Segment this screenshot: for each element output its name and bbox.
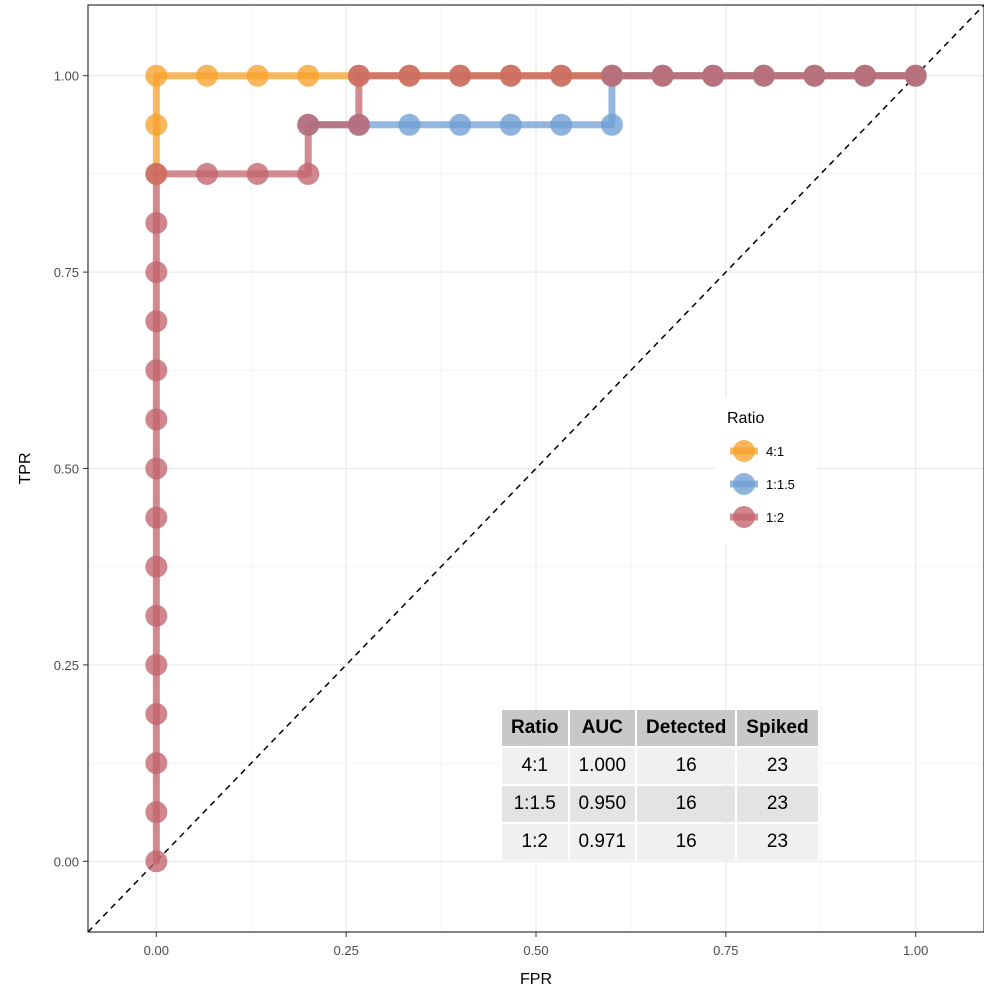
y-tick-label: 0.00 (54, 854, 79, 869)
x-tick-label: 0.25 (334, 943, 359, 958)
x-tick-label: 0.50 (523, 943, 548, 958)
series-point-2 (145, 555, 168, 578)
series-point-2 (145, 162, 168, 185)
series-point-2 (752, 64, 775, 87)
series-point-2 (145, 212, 168, 235)
series-point-1 (499, 113, 522, 136)
legend-label: 1:2 (766, 510, 784, 525)
series-point-0 (246, 64, 269, 87)
diagonal-reference-line (87, 4, 984, 933)
x-tick-label: 0.00 (144, 943, 169, 958)
y-axis-title: TPR (17, 453, 34, 485)
cell-spiked: 23 (737, 824, 818, 860)
series-point-2 (145, 310, 168, 333)
series-point-2 (145, 702, 168, 725)
x-tick-label: 0.75 (713, 943, 738, 958)
series-point-2 (904, 64, 927, 87)
series-point-2 (347, 64, 370, 87)
header-spiked: Spiked (737, 710, 818, 746)
axis-ticks: 0.00 0.25 0.50 0.75 1.00 0.00 0.25 0.50 0.75 1.00 (54, 69, 929, 958)
cell-auc: 0.950 (569, 786, 636, 822)
series-point-2 (145, 359, 168, 382)
cell-spiked: 23 (737, 786, 818, 822)
header-detected: Detected (637, 710, 736, 746)
x-axis-title: FPR (520, 971, 552, 988)
series-point-2 (145, 653, 168, 676)
legend-keys: 4:1 1:1.5 1:2 (730, 440, 795, 528)
series-point-2 (246, 162, 269, 185)
cell-detected: 16 (637, 786, 736, 822)
diagonal-line (87, 4, 984, 933)
table-row: 1:1.5 0.950 16 23 (502, 786, 818, 822)
series-point-2 (347, 113, 370, 136)
cell-detected: 16 (637, 748, 736, 784)
series-point-2 (145, 506, 168, 529)
series-point-2 (145, 604, 168, 627)
cell-auc: 0.971 (569, 824, 636, 860)
y-tick-label: 0.50 (54, 462, 79, 477)
table-row: 1:2 0.971 16 23 (502, 824, 818, 860)
series-point-1 (600, 113, 623, 136)
series-point-2 (499, 64, 522, 87)
legend-key-point (733, 440, 755, 462)
cell-detected: 16 (637, 824, 736, 860)
series-point-1 (449, 113, 472, 136)
series-point-1 (550, 113, 573, 136)
series-point-2 (297, 113, 320, 136)
series-point-2 (195, 162, 218, 185)
y-tick-label: 1.00 (54, 69, 79, 84)
series-point-2 (702, 64, 725, 87)
series-point-2 (600, 64, 623, 87)
series-point-2 (297, 162, 320, 185)
series-point-2 (145, 801, 168, 824)
series-points (145, 64, 927, 873)
header-auc: AUC (569, 710, 636, 746)
series-point-2 (145, 752, 168, 775)
table-row: 4:1 1.000 16 23 (502, 748, 818, 784)
series-point-2 (449, 64, 472, 87)
legend-label: 1:1.5 (766, 477, 795, 492)
cell-ratio: 1:2 (502, 824, 568, 860)
series-point-0 (145, 64, 168, 87)
cell-spiked: 23 (737, 748, 818, 784)
legend: Ratio 4:1 1:1.5 1:2 (716, 398, 816, 544)
series-point-0 (297, 64, 320, 87)
y-tick-label: 0.75 (54, 265, 79, 280)
legend-key-point (733, 473, 755, 495)
auc-summary-table: Ratio AUC Detected Spiked 4:1 1.000 16 2… (500, 708, 820, 862)
legend-label: 4:1 (766, 444, 784, 459)
series-point-2 (550, 64, 573, 87)
series-point-1 (398, 113, 421, 136)
series-point-2 (145, 457, 168, 480)
legend-key-point (733, 506, 755, 528)
series-point-0 (145, 113, 168, 136)
series-point-2 (651, 64, 674, 87)
series-point-2 (803, 64, 826, 87)
x-tick-label: 1.00 (903, 943, 928, 958)
series-point-2 (854, 64, 877, 87)
series-point-2 (145, 850, 168, 873)
series-point-2 (145, 261, 168, 284)
table-header-row: Ratio AUC Detected Spiked (502, 710, 818, 746)
y-tick-label: 0.25 (54, 658, 79, 673)
cell-ratio: 1:1.5 (502, 786, 568, 822)
series-point-2 (398, 64, 421, 87)
series-point-2 (145, 408, 168, 431)
cell-ratio: 4:1 (502, 748, 568, 784)
header-ratio: Ratio (502, 710, 568, 746)
legend-title: Ratio (727, 410, 764, 427)
series-point-0 (195, 64, 218, 87)
cell-auc: 1.000 (569, 748, 636, 784)
